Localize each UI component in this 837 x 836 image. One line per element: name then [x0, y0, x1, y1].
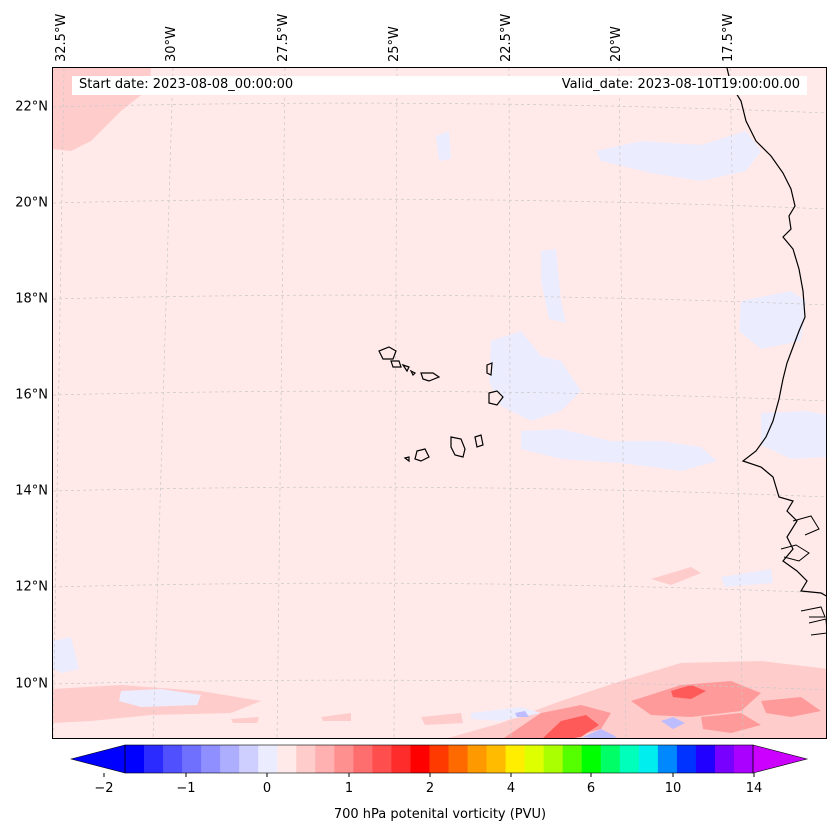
colorbar — [70, 744, 809, 777]
lon-label-22-5w: 22.5°W — [499, 13, 514, 62]
lon-label-17-5w: 17.5°W — [721, 13, 736, 62]
colorbar-cell — [239, 745, 259, 773]
colorbar-cell — [448, 745, 468, 773]
lon-label-20w: 20°W — [609, 26, 624, 62]
lon-label-30w: 30°W — [164, 26, 179, 62]
lat-label-18n: 18°N — [15, 291, 48, 307]
africa-coast-details — [780, 515, 826, 636]
colorbar-cell — [144, 745, 164, 773]
colorbar-cell — [182, 745, 202, 773]
cb-tick-label: 14 — [745, 781, 763, 796]
colorbar-cell — [277, 745, 297, 773]
cb-tick-label: 1 — [344, 781, 354, 796]
colorbar-cell — [581, 745, 602, 773]
colorbar-cell — [524, 745, 545, 773]
pv-negative-light-patches — [53, 131, 826, 721]
colorbar-cell — [334, 745, 354, 773]
pv-positive-strong-patches — [543, 685, 706, 738]
lat-label-12n: 12°N — [15, 579, 48, 595]
cb-tick-label: 6 — [586, 781, 596, 796]
lat-label-20n: 20°N — [15, 195, 48, 211]
lat-label-22n: 22°N — [15, 99, 48, 115]
colorbar-cell — [391, 745, 411, 773]
start-date-text: Start date: 2023-08-08_00:00:00 — [79, 77, 294, 92]
lon-label-27-5w: 27.5°W — [276, 13, 291, 62]
colorbar-cell — [676, 745, 697, 773]
colorbar-cell — [201, 745, 221, 773]
map-panel — [52, 67, 827, 739]
colorbar-cell — [467, 745, 487, 773]
lat-label-10n: 10°N — [15, 676, 48, 692]
cb-tick-label: 4 — [506, 781, 516, 796]
map-canvas — [53, 68, 826, 738]
cb-tick-label: 2 — [425, 781, 435, 796]
colorbar-cell — [296, 745, 316, 773]
graticule — [53, 68, 826, 738]
lon-label-32-5w: 32.5°W — [54, 13, 69, 62]
colorbar-ticks — [103, 773, 755, 777]
colorbar-cell — [258, 745, 278, 773]
colorbar-cell — [657, 745, 678, 773]
colorbar-cell — [695, 745, 716, 773]
pv-negative-medium-patches — [515, 711, 685, 738]
lon-label-25w: 25°W — [387, 26, 402, 62]
valid-date-text: Valid_date: 2023-08-10T19:00:00.00 — [561, 77, 800, 92]
colorbar-cell — [600, 745, 621, 773]
info-bar: Start date: 2023-08-08_00:00:00 Valid_da… — [72, 76, 807, 95]
colorbar-label: 700 hPa potenital vorticity (PVU) — [333, 807, 547, 822]
cb-tick-label: −2 — [94, 781, 114, 796]
colorbar-cell — [714, 745, 735, 773]
colorbar-cell — [220, 745, 240, 773]
colorbar-cells — [125, 745, 754, 773]
colorbar-outline — [124, 744, 754, 774]
colorbar-cell — [486, 745, 507, 773]
colorbar-cell — [372, 745, 392, 773]
colorbar-cell — [125, 745, 145, 773]
colorbar-cell — [562, 745, 583, 773]
colorbar-cell — [638, 745, 659, 773]
cb-tick-label: 10 — [664, 781, 682, 796]
colorbar-cell — [543, 745, 564, 773]
colorbar-cell — [733, 745, 754, 773]
colorbar-cell — [315, 745, 335, 773]
lat-label-14n: 14°N — [15, 483, 48, 499]
cape-verde-islands — [378, 346, 504, 463]
colorbar-cell — [429, 745, 449, 773]
colorbar-cell — [353, 745, 373, 773]
colorbar-cell — [505, 745, 526, 773]
cb-tick-label: −1 — [176, 781, 196, 796]
colorbar-over-arrow — [752, 744, 809, 774]
pv-positive-medium-patches — [503, 681, 821, 738]
colorbar-cell — [163, 745, 183, 773]
colorbar-cell — [619, 745, 640, 773]
cb-tick-label: 0 — [262, 781, 272, 796]
colorbar-under-arrow — [70, 744, 126, 774]
africa-coastline — [726, 68, 826, 597]
colorbar-cell — [410, 745, 430, 773]
lat-label-16n: 16°N — [15, 387, 48, 403]
